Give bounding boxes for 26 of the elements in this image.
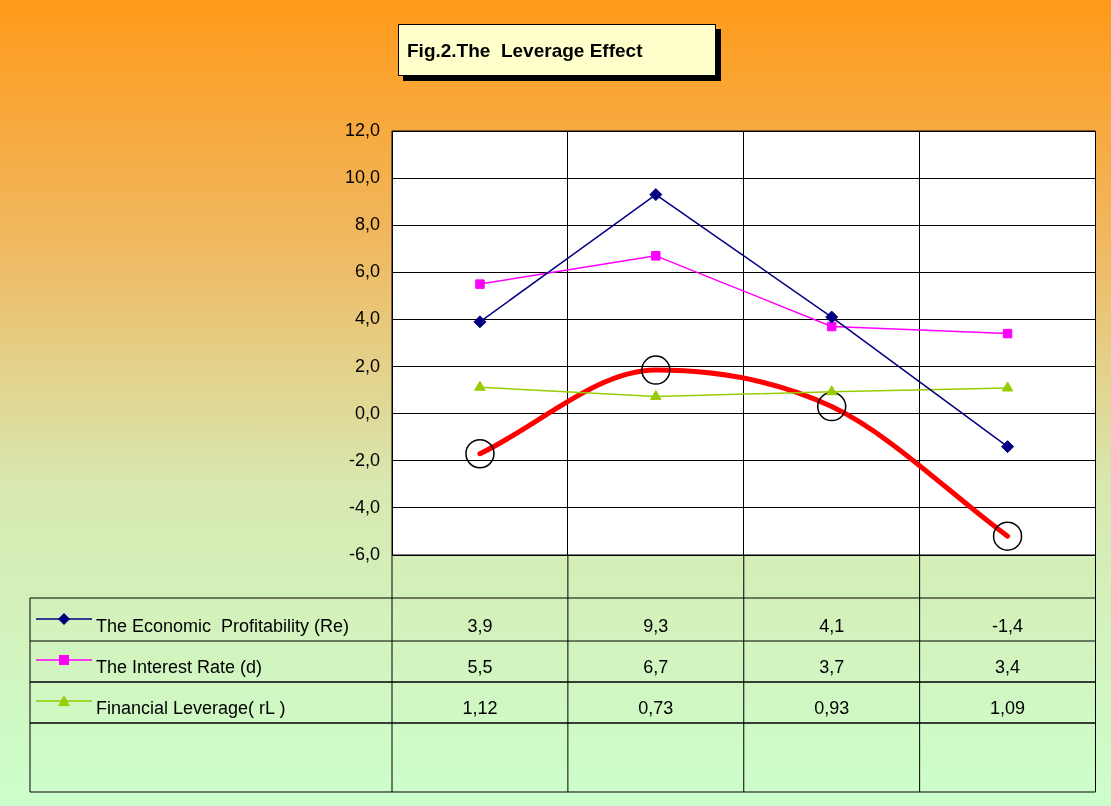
data-label: 0,73 bbox=[638, 697, 674, 718]
y-tick-label: 6,0 bbox=[354, 261, 380, 282]
data-label: 1,09 bbox=[990, 697, 1026, 718]
y-tick-label: 8,0 bbox=[354, 214, 380, 235]
data-label: 9,3 bbox=[643, 615, 669, 636]
y-tick-label: -2,0 bbox=[348, 449, 380, 470]
data-label: 3,9 bbox=[467, 615, 493, 636]
y-tick-label: 10,0 bbox=[344, 167, 380, 188]
data-label: 5,5 bbox=[467, 656, 493, 677]
legend-label: The Interest Rate (d) bbox=[96, 656, 263, 677]
y-tick-label: -6,0 bbox=[348, 543, 380, 564]
legend-label: Financial Leverage( rL ) bbox=[96, 697, 286, 718]
chart-title: Fig.2.The Leverage Effect bbox=[398, 24, 716, 76]
data-label: 3,4 bbox=[995, 656, 1021, 677]
legend-label: The Economic Profitability (Re) bbox=[96, 615, 350, 636]
data-label: 0,93 bbox=[814, 697, 850, 718]
y-tick-label: -4,0 bbox=[348, 496, 380, 517]
data-label: 1,12 bbox=[462, 697, 498, 718]
data-label: -1,4 bbox=[992, 615, 1024, 636]
data-label: 6,7 bbox=[643, 656, 669, 677]
y-tick-label: 2,0 bbox=[354, 355, 380, 376]
y-tick-label: 0,0 bbox=[354, 402, 380, 423]
data-label: 3,7 bbox=[819, 656, 845, 677]
data-label: 4,1 bbox=[819, 615, 845, 636]
y-tick-label: 4,0 bbox=[354, 308, 380, 329]
y-tick-label: 12,0 bbox=[344, 119, 380, 140]
